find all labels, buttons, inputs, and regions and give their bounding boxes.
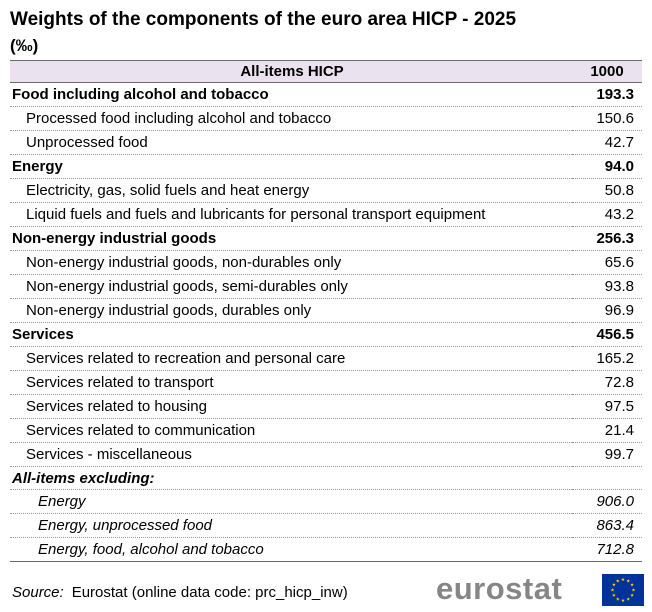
table-row-sub: Electricity, gas, solid fuels and heat e…: [10, 178, 642, 203]
row-label: Non-energy industrial goods, durables on…: [10, 298, 572, 323]
row-value: 94.0: [572, 154, 642, 179]
eu-star: [615, 597, 620, 601]
page-title: Weights of the components of the euro ar…: [10, 9, 517, 30]
row-value: 712.8: [572, 537, 642, 562]
table-row-excl: Energy, unprocessed food 863.4: [10, 513, 642, 538]
eu-star: [621, 577, 625, 582]
source-text: Eurostat (online data code: prc_hicp_inw…: [71, 584, 348, 601]
header-label: All-items HICP: [10, 60, 572, 83]
row-label: Services: [10, 322, 572, 347]
table-row-sub: Services related to communication 21.4: [10, 418, 642, 443]
row-label: Services related to housing: [10, 394, 572, 419]
table-row-sub: Services related to recreation and perso…: [10, 346, 642, 371]
row-value: 65.6: [572, 250, 642, 275]
row-label: All-items excluding:: [10, 466, 572, 490]
table-header-row: All-items HICP 1000: [10, 60, 642, 83]
row-label: Liquid fuels and fuels and lubricants fo…: [10, 202, 572, 227]
row-label: Energy, food, alcohol and tobacco: [10, 537, 572, 562]
table-row-sub: Liquid fuels and fuels and lubricants fo…: [10, 202, 642, 227]
table-row-excl: Energy, food, alcohol and tobacco 712.8: [10, 537, 642, 562]
row-value: 99.7: [572, 442, 642, 467]
table-row-group: Food including alcohol and tobacco 193.3: [10, 82, 642, 107]
table-row-sub: Services - miscellaneous 99.7: [10, 442, 642, 467]
row-label: Energy, unprocessed food: [10, 513, 572, 538]
eu-star: [615, 579, 620, 583]
row-value: 165.2: [572, 346, 642, 371]
source-label: Source:: [12, 584, 64, 601]
eurostat-logo-text: eurostat: [436, 571, 563, 606]
row-value: 97.5: [572, 394, 642, 419]
row-label: Non-energy industrial goods, semi-durabl…: [10, 274, 572, 299]
eu-star: [630, 593, 634, 597]
row-value: 193.3: [572, 82, 642, 107]
eu-star: [626, 579, 631, 583]
source-note: Source: Eurostat (online data code: prc_h…: [12, 584, 348, 602]
row-label: Non-energy industrial goods, non-durable…: [10, 250, 572, 275]
table-row-excl-header: All-items excluding:: [10, 466, 642, 490]
table-row-sub: Non-energy industrial goods, non-durable…: [10, 250, 642, 275]
row-label: Services - miscellaneous: [10, 442, 572, 467]
table-row-sub: Processed food including alcohol and tob…: [10, 106, 642, 131]
row-label: Energy: [10, 154, 572, 179]
hicp-weights-table: All-items HICP 1000 Food including alcoh…: [10, 60, 642, 562]
table-row-sub: Unprocessed food 42.7: [10, 130, 642, 155]
row-label: Services related to transport: [10, 370, 572, 395]
eu-star: [621, 598, 625, 603]
row-label: Energy: [10, 489, 572, 514]
unit-label: (‰): [10, 36, 39, 55]
eu-star: [610, 588, 615, 592]
row-value: 50.8: [572, 178, 642, 203]
table-row-sub: Non-energy industrial goods, durables on…: [10, 298, 642, 323]
row-value: 21.4: [572, 418, 642, 443]
eu-star: [612, 593, 616, 597]
row-value: 256.3: [572, 226, 642, 251]
row-label: Food including alcohol and tobacco: [10, 82, 572, 107]
row-label: Services related to communication: [10, 418, 572, 443]
row-value: 93.8: [572, 274, 642, 299]
row-value: 906.0: [572, 489, 642, 514]
row-value: 150.6: [572, 106, 642, 131]
row-value: 42.7: [572, 130, 642, 155]
eu-star: [631, 588, 636, 592]
eurostat-logo: eurostat: [436, 572, 644, 608]
eu-star: [630, 582, 634, 587]
row-label: Electricity, gas, solid fuels and heat e…: [10, 178, 572, 203]
table-row-sub: Services related to housing 97.5: [10, 394, 642, 419]
eu-flag-icon: [602, 574, 644, 606]
eu-star: [612, 582, 616, 587]
table-row-group: Energy 94.0: [10, 154, 642, 179]
row-value: 96.9: [572, 298, 642, 323]
table-row-sub: Non-energy industrial goods, semi-durabl…: [10, 274, 642, 299]
eu-star: [626, 597, 631, 601]
row-value: 43.2: [572, 202, 642, 227]
table-row-excl: Energy 906.0: [10, 489, 642, 514]
row-label: Non-energy industrial goods: [10, 226, 572, 251]
row-value: [572, 466, 642, 490]
eu-flag-stars: [610, 577, 636, 603]
table-row-sub: Services related to transport 72.8: [10, 370, 642, 395]
row-value: 72.8: [572, 370, 642, 395]
header-value: 1000: [572, 60, 642, 83]
row-label: Services related to recreation and perso…: [10, 346, 572, 371]
row-value: 456.5: [572, 322, 642, 347]
row-value: 863.4: [572, 513, 642, 538]
table-row-group: Services 456.5: [10, 322, 642, 347]
row-label: Unprocessed food: [10, 130, 572, 155]
row-label: Processed food including alcohol and tob…: [10, 106, 572, 131]
table-row-group: Non-energy industrial goods 256.3: [10, 226, 642, 251]
